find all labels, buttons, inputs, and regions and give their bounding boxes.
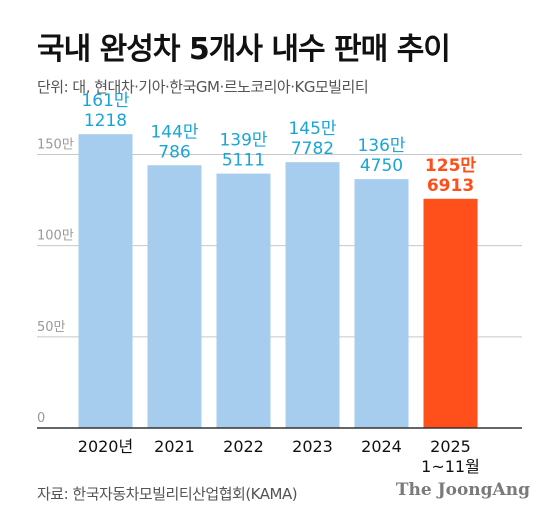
y-tick-label: 50만 — [37, 320, 66, 335]
data-label: 139만 — [219, 131, 267, 151]
chart-title: 국내 완성차 5개사 내수 판매 추이 — [37, 32, 451, 67]
bars-layer — [78, 134, 478, 429]
bar — [354, 179, 409, 428]
x-tick-label: 2021 — [154, 437, 195, 456]
x-tick-label: 2022 — [223, 437, 264, 456]
x-tick-sublabel: 1~11월 — [421, 457, 480, 476]
data-label: 6913 — [427, 176, 474, 196]
data-label: 125만 — [425, 156, 476, 176]
unit-note: 단위: 대, 현대차·기아·한국GM·르노코리아·KG모빌리티 — [37, 78, 369, 96]
bar — [216, 173, 271, 428]
y-tick-label: 0 — [37, 411, 45, 426]
bar — [78, 134, 133, 429]
brand-logo: The JoongAng — [395, 480, 530, 500]
bar — [423, 198, 478, 428]
bar — [285, 162, 340, 428]
data-label: 161만 — [81, 91, 129, 111]
data-label: 145만 — [288, 119, 336, 139]
data-label: 786 — [158, 142, 190, 162]
bar — [147, 165, 202, 428]
data-label: 7782 — [291, 139, 334, 159]
x-tick-label: 2024 — [361, 437, 402, 456]
x-tick-label: 2025 — [430, 437, 471, 456]
data-label: 136만 — [357, 136, 405, 156]
x-tick-label: 2023 — [292, 437, 333, 456]
data-label: 5111 — [222, 151, 265, 171]
source-note: 자료: 한국자동차모빌리티산업협회(KAMA) — [37, 485, 298, 503]
y-tick-label: 150만 — [37, 137, 74, 152]
data-label: 144만 — [150, 122, 198, 142]
data-label: 4750 — [360, 156, 403, 176]
y-tick-label: 100만 — [37, 229, 74, 244]
x-tick-label: 2020년 — [78, 437, 133, 456]
data-label: 1218 — [84, 111, 127, 131]
